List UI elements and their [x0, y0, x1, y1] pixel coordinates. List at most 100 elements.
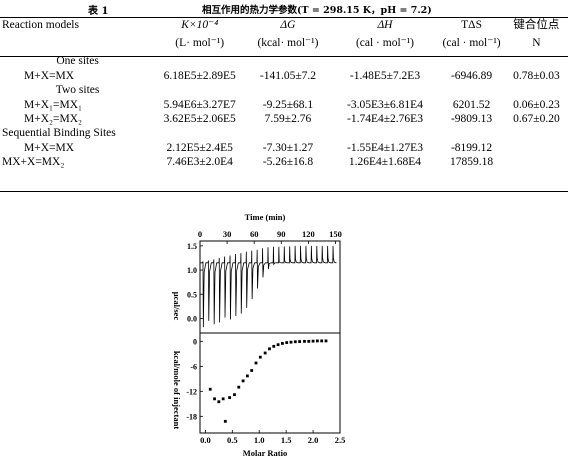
top-y-tick-label: 0.0 — [187, 314, 197, 323]
table-cell: 6.18E5±2.89E5 — [163, 69, 236, 82]
col-header: 键合位点 — [513, 19, 560, 31]
data-point — [298, 340, 302, 343]
header-row-units: (L· mol⁻¹) (kcal· mol⁻¹) (cal · mol⁻¹) (… — [0, 32, 568, 54]
top-x-tick-label: 60 — [250, 229, 259, 239]
itc-chart: Time (min) μcal/sec kcal/mole of injecta… — [172, 212, 346, 458]
data-point — [272, 344, 276, 348]
data-point — [254, 361, 258, 365]
bottom-x-tick-label: 2.0 — [308, 435, 319, 445]
col-unit: N — [532, 37, 541, 50]
table-title: 相互作用的热力学参数(T = 298.15 K，pH = 7.2) — [202, 5, 432, 16]
table-row: MX+X=MX₂ 7.46E3±2.0E4 -5.26±16.8 1.26E4±… — [0, 155, 568, 169]
data-point — [233, 393, 236, 397]
data-point — [285, 341, 289, 344]
table-cell: M+X=MX — [24, 69, 75, 82]
top-y-tick-label: 1.5 — [187, 242, 197, 251]
top-y-tick-label: 1.0 — [187, 266, 197, 275]
col-unit: (cal · mol⁻¹) — [355, 37, 414, 50]
table-cell: 0.06±0.23 — [513, 98, 560, 111]
data-point — [250, 369, 254, 372]
bottom-x-tick-label: 0.0 — [200, 435, 211, 445]
data-point — [311, 339, 315, 343]
group-title: Two sites — [55, 84, 100, 97]
table-cell: -141.05±7.2 — [259, 69, 317, 82]
data-point — [303, 339, 306, 343]
thermodynamic-parameters-table: Reaction models K×10⁻⁴ ΔG ΔH TΔS 键合位点 (L… — [0, 18, 568, 170]
table-bottom-rule — [0, 191, 568, 192]
table-cell: -6946.89 — [450, 69, 493, 82]
data-point — [213, 397, 216, 401]
data-point — [208, 387, 212, 391]
col-header: ΔH — [377, 19, 393, 31]
col-unit: (L· mol⁻¹) — [175, 37, 225, 50]
bottom-panel-frame — [199, 332, 341, 434]
table-cell: M+X₁=MX₁ — [24, 98, 83, 111]
table-cell: -9809.13 — [450, 113, 493, 126]
top-x-tick-label: 30 — [223, 229, 232, 239]
table-cell: -5.26±16.8 — [262, 156, 314, 169]
group-row: Sequential Binding Sites — [0, 126, 568, 140]
table-cell: MX+X=MX₂ — [2, 156, 65, 169]
data-point — [241, 379, 245, 383]
table-cell: M+X=MX — [24, 141, 75, 154]
table-cell: 1.26E4±1.68E4 — [348, 156, 422, 169]
data-point — [223, 419, 227, 423]
group-row: Two sites — [0, 83, 568, 97]
top-panel-frame — [199, 240, 341, 334]
col-unit — [0, 32, 155, 54]
table-cell: -9.25±68.1 — [262, 98, 314, 111]
table-cell: 0.67±0.20 — [513, 113, 560, 126]
bottom-x-tick-label: 0.5 — [227, 435, 238, 445]
bottom-x-axis-label: Molar Ratio — [243, 448, 287, 458]
data-point — [276, 343, 280, 347]
table-cell — [505, 155, 568, 169]
top-x-tick-label: 120 — [302, 229, 315, 239]
table-row: M+X₂=MX₂ 3.62E5±2.06E5 7.59±2.76 -1.74E4… — [0, 112, 568, 126]
table-cell: 7.59±2.76 — [264, 113, 312, 126]
data-point — [320, 339, 324, 343]
col-header: TΔS — [461, 19, 482, 31]
table-cell — [505, 141, 568, 155]
group-row: One sites — [0, 54, 568, 68]
header-row-top: Reaction models K×10⁻⁴ ΔG ΔH TΔS 键合位点 — [0, 18, 568, 32]
data-point — [293, 340, 297, 344]
table-cell: 7.46E3±2.0E4 — [166, 156, 233, 169]
table-cell: 6201.52 — [452, 98, 491, 111]
col-unit: (cal · mol⁻¹) — [442, 37, 501, 50]
table-cell: 17859.18 — [450, 156, 494, 169]
data-point — [307, 339, 311, 343]
table-caption: 表 1 相互作用的热力学参数(T = 298.15 K，pH = 7.2) — [0, 2, 568, 17]
top-x-tick-label: 90 — [277, 229, 286, 239]
thermogram-trace — [200, 245, 337, 328]
bottom-y-tick-label: -12 — [186, 387, 197, 396]
table-cell: -1.74E4±2.76E3 — [347, 113, 423, 126]
top-x-axis-label: Time (min) — [245, 212, 286, 222]
top-y-tick-label: 0.5 — [187, 290, 197, 299]
data-point — [268, 347, 271, 351]
table-top-rule — [0, 17, 568, 18]
top-y-axis-label: μcal/sec — [172, 292, 182, 321]
itc-figure: Time (min) μcal/sec kcal/mole of injecta… — [160, 208, 360, 460]
table-row: M+X₁=MX₁ 5.94E6±3.27E7 -9.25±68.1 -3.05E… — [0, 98, 568, 112]
data-point — [221, 397, 225, 401]
table-number: 表 1 — [88, 6, 109, 17]
col-header: Reaction models — [2, 19, 79, 31]
bottom-x-tick-label: 2.5 — [335, 435, 346, 445]
table-cell: -7.30±1.27 — [262, 141, 314, 154]
data-point — [237, 385, 241, 389]
bottom-y-axis-label: kcal/mole of injectant — [172, 351, 182, 430]
table-cell: -8199.12 — [450, 141, 493, 154]
table-row: M+X=MX 6.18E5±2.89E5 -141.05±7.2 -1.48E5… — [0, 69, 568, 83]
top-x-tick-label: 0 — [198, 229, 202, 239]
table-header-rule — [0, 56, 568, 57]
table-row: M+X=MX 2.12E5±2.4E5 -7.30±1.27 -1.55E4±1… — [0, 141, 568, 155]
table-cell: 0.78±0.03 — [513, 69, 560, 82]
table-cell: 2.12E5±2.4E5 — [166, 141, 233, 154]
data-point — [315, 339, 319, 343]
data-point — [258, 355, 262, 359]
data-point — [263, 351, 267, 355]
table-cell: 5.94E6±3.27E7 — [163, 98, 236, 111]
table-cell: -3.05E3±6.81E4 — [347, 98, 423, 111]
bottom-y-tick-label: -6 — [190, 362, 197, 371]
data-point — [245, 374, 249, 378]
